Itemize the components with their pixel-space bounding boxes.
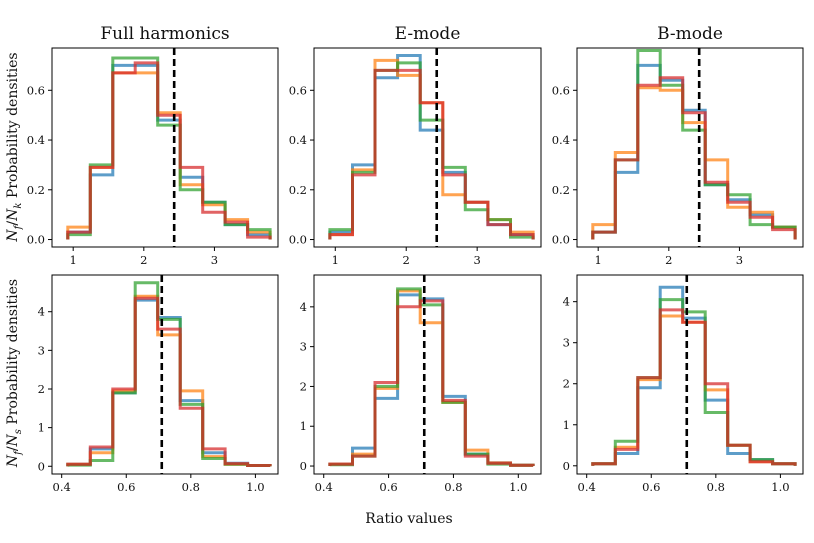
y-tick-label: 0.2 [27, 183, 45, 197]
x-tick-label: 0.4 [315, 480, 333, 494]
series-s3-step [66, 56, 272, 240]
y-tick-label: 1 [563, 418, 570, 432]
y-tick-label: 3 [38, 343, 45, 357]
series-s2-step [591, 314, 797, 466]
series-group [66, 281, 272, 467]
y-axis-label-top-text: Nf/Nk Probability densities [5, 52, 24, 242]
x-axis-label: Ratio values [365, 511, 452, 527]
panel-title: E-mode [395, 24, 461, 44]
panels-group: 1 2 3 0.0 0.2 0.4 0.6 Full harmonics 1 2 3 0.0 0.2 0.… [27, 24, 804, 494]
x-tick-label: 0.8 [444, 480, 462, 494]
y-tick-label: 0 [563, 459, 570, 473]
x-tick-label: 0.6 [379, 480, 397, 494]
series-s3-step [591, 298, 797, 466]
series-s2-step [591, 86, 797, 240]
y-tick-label: 2 [38, 382, 45, 396]
x-tick-label: 0.6 [117, 480, 135, 494]
series-group [328, 54, 535, 240]
series-s1-step [66, 63, 272, 240]
x-tick-label: 1.0 [509, 480, 527, 494]
x-tick-label: 0.6 [642, 480, 660, 494]
x-tick-label: 3 [473, 253, 480, 267]
y-tick-label: 3 [563, 336, 570, 350]
y-tick-label: 0 [300, 459, 307, 473]
y-tick-label: 0.6 [552, 83, 570, 97]
axes-frame [576, 47, 804, 248]
series-s3-step [66, 281, 272, 467]
y-tick-label: 0.0 [27, 233, 45, 247]
series-s4-step [328, 68, 535, 240]
axes-frame [313, 274, 542, 475]
series-s4-step [591, 76, 797, 240]
series-group [591, 285, 797, 466]
y-tick-label: 0.6 [289, 83, 307, 97]
x-tick-label: 0.4 [53, 480, 71, 494]
y-tick-label: 0.6 [27, 83, 45, 97]
y-axis-label-bottom-text: Nf/Ns Probability densities [5, 279, 24, 468]
y-tick-label: 0.0 [552, 233, 570, 247]
panel-bottom-left: 0.4 0.6 0.8 1.0 0 1 2 3 4 [38, 274, 279, 494]
axes-frame [576, 274, 804, 475]
x-tick-label: 2 [665, 253, 672, 267]
series-s2-step [328, 58, 535, 240]
y-tick-label: 2 [563, 377, 570, 391]
series-s3-step [328, 61, 535, 240]
x-tick-label: 2 [140, 253, 147, 267]
x-tick-label: 0.8 [182, 480, 200, 494]
x-tick-label: 3 [211, 253, 218, 267]
y-tick-label: 0.4 [552, 133, 570, 147]
series-group [591, 49, 797, 240]
panel-top-middle: 1 2 3 0.0 0.2 0.4 0.6 E-mode [289, 24, 542, 267]
y-tick-label: 4 [563, 295, 570, 309]
series-s1-step [328, 54, 535, 240]
series-s4-step [328, 299, 535, 467]
x-tick-label: 1.0 [246, 480, 264, 494]
x-tick-label: 0.8 [707, 480, 725, 494]
x-tick-label: 1 [332, 253, 339, 267]
y-tick-label: 4 [300, 300, 307, 314]
y-tick-label: 0.2 [552, 183, 570, 197]
series-s4-step [591, 308, 797, 466]
axes-frame [51, 47, 279, 248]
series-s4-step [66, 296, 272, 467]
y-tick-label: 1 [300, 419, 307, 433]
series-s2-step [66, 294, 272, 467]
panel-title: B-mode [657, 24, 723, 44]
x-tick-label: 0.4 [578, 480, 596, 494]
y-tick-label: 0 [38, 459, 45, 473]
series-s3-step [328, 287, 535, 467]
y-axis-label-bottom: Nf/Ns Probability densities [5, 279, 24, 468]
panel-title: Full harmonics [100, 24, 229, 44]
x-tick-label: 3 [736, 253, 743, 267]
y-tick-label: 1 [38, 421, 45, 435]
y-tick-label: 3 [300, 340, 307, 354]
x-tick-label: 2 [403, 253, 410, 267]
axes-frame [51, 274, 279, 475]
x-tick-label: 1 [595, 253, 602, 267]
series-s1-step [591, 63, 797, 240]
y-tick-label: 0.0 [289, 233, 307, 247]
series-group [328, 287, 535, 467]
panel-bottom-right: 0.4 0.6 0.8 1.0 0 1 2 3 4 [563, 274, 804, 494]
y-tick-label: 0.2 [289, 183, 307, 197]
axes-frame [313, 47, 542, 248]
y-tick-label: 0.4 [289, 133, 307, 147]
series-group [66, 56, 272, 240]
y-tick-label: 4 [38, 305, 45, 319]
series-s2-step [328, 289, 535, 467]
series-s2-step [66, 71, 272, 240]
series-s4-step [66, 61, 272, 240]
series-s1-step [591, 285, 797, 466]
series-s1-step [66, 298, 272, 467]
panel-top-right: 1 2 3 0.0 0.2 0.4 0.6 B-mode [552, 24, 804, 267]
panel-bottom-middle: 0.4 0.6 0.8 1.0 0 1 2 3 4 [300, 274, 542, 494]
x-tick-label: 1 [70, 253, 77, 267]
x-tick-label: 1.0 [771, 480, 789, 494]
panel-top-left: 1 2 3 0.0 0.2 0.4 0.6 Full harmonics [27, 24, 279, 267]
y-axis-label-top: Nf/Nk Probability densities [5, 52, 24, 242]
series-s1-step [328, 293, 535, 467]
y-tick-label: 2 [300, 379, 307, 393]
y-tick-label: 0.4 [27, 133, 45, 147]
